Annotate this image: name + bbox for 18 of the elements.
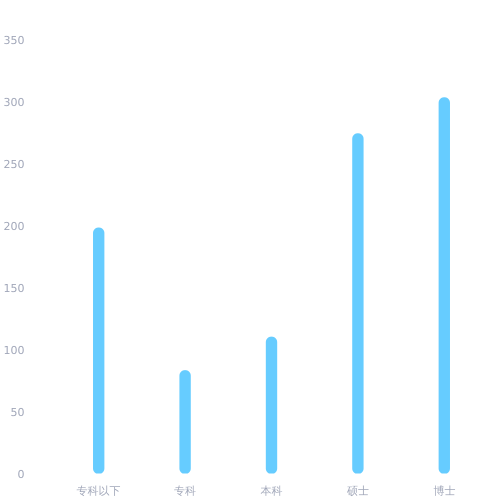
x-tick-label: 专科以下 xyxy=(76,484,121,498)
y-tick-label: 100 xyxy=(4,344,25,357)
bar xyxy=(93,227,104,474)
y-tick-label: 200 xyxy=(4,220,25,233)
x-tick-label: 本科 xyxy=(260,484,282,498)
y-tick-label: 150 xyxy=(4,282,25,295)
y-tick-label: 0 xyxy=(18,468,24,481)
y-tick-label: 50 xyxy=(10,406,25,419)
bar xyxy=(352,133,364,474)
bar xyxy=(266,336,278,474)
x-tick-label: 硕士 xyxy=(346,484,369,498)
y-tick-label: 250 xyxy=(4,158,25,171)
x-tick-label: 专科 xyxy=(174,484,196,498)
y-tick-label: 350 xyxy=(4,34,25,47)
bar xyxy=(438,97,450,474)
bar xyxy=(179,370,191,474)
x-tick-label: 博士 xyxy=(433,484,456,498)
y-tick-label: 300 xyxy=(4,96,25,109)
